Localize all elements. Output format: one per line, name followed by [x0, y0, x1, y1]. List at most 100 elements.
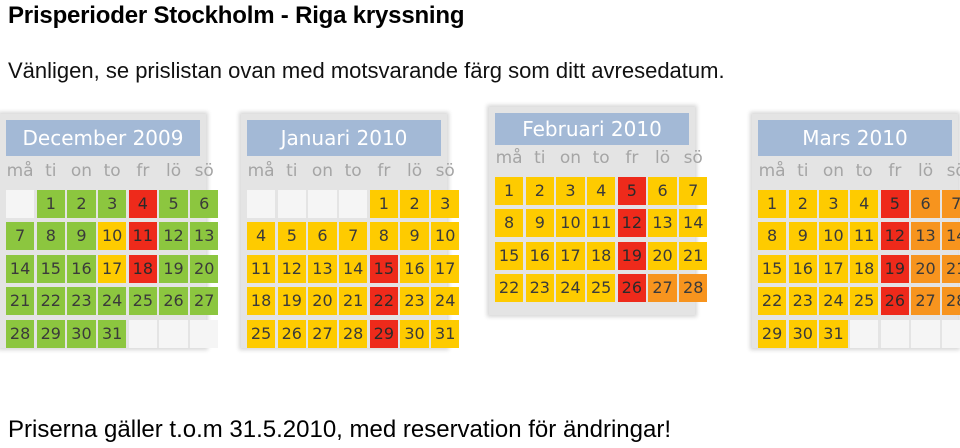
day-cell: 22	[495, 274, 524, 303]
day-cell: 18	[128, 254, 157, 283]
day-cell: 1	[758, 189, 787, 218]
weekday-label: ti	[286, 161, 298, 181]
day-cell: 9	[400, 222, 429, 251]
day-cell: 13	[190, 222, 219, 251]
day-cell: 27	[190, 287, 219, 316]
day-cell: 21	[942, 254, 960, 283]
day-cell: 30	[67, 319, 96, 348]
day-cell: 6	[190, 189, 219, 218]
day-cell: 29	[369, 319, 398, 348]
calendar-februari-2010: Februari 2010 må ti on to fr lö sö 1 2 3 4 5 6 7 8 9 10 1…	[489, 107, 708, 315]
day-cell: 27	[648, 274, 677, 303]
day-cell: 11	[247, 254, 276, 283]
day-cell: 21	[6, 287, 35, 316]
day-cell: 17	[98, 254, 127, 283]
day-cell: 7	[942, 189, 960, 218]
day-cell: 5	[617, 176, 646, 205]
day-cell: 2	[67, 189, 96, 218]
day-cell: 25	[247, 319, 276, 348]
weekday-label: lö	[165, 161, 182, 181]
day-cell: 29	[36, 319, 65, 348]
weekday-label: fr	[377, 161, 391, 181]
day-cell: 19	[159, 254, 188, 283]
day-cell: 28	[6, 319, 35, 348]
day-cell: 22	[758, 287, 787, 316]
day-cell: 16	[67, 254, 96, 283]
page-title: Prisperioder Stockholm - Riga kryssning	[8, 2, 465, 29]
day-cell: 23	[400, 287, 429, 316]
day-cell: 8	[758, 222, 787, 251]
day-cell: 30	[788, 319, 817, 348]
day-cell: 16	[400, 254, 429, 283]
day-cell: 19	[617, 241, 646, 270]
day-cell: 10	[98, 222, 127, 251]
calendar-grid: måtiontofrlösö12345678910111213141516171…	[758, 158, 960, 348]
calendar-title: Januari 2010	[247, 120, 441, 156]
day-cell: 11	[850, 222, 879, 251]
empty-day-cell	[942, 319, 960, 348]
day-cell: 16	[525, 241, 554, 270]
day-cell: 14	[942, 222, 960, 251]
day-cell: 24	[556, 274, 585, 303]
weekday-label: fr	[625, 148, 639, 168]
day-cell: 6	[648, 176, 677, 205]
day-cell: 24	[98, 287, 127, 316]
day-cell: 10	[431, 222, 460, 251]
empty-day-cell	[190, 319, 219, 348]
day-cell: 15	[495, 241, 524, 270]
day-cell: 24	[819, 287, 848, 316]
day-cell: 7	[339, 222, 368, 251]
day-cell: 7	[679, 176, 708, 205]
day-cell: 7	[6, 222, 35, 251]
day-cell: 12	[880, 222, 909, 251]
day-cell: 14	[679, 209, 708, 238]
page-subtitle: Vänligen, se prislistan ovan med motsvar…	[8, 58, 725, 83]
empty-day-cell	[911, 319, 940, 348]
weekday-label: må	[247, 161, 275, 181]
day-cell: 3	[431, 189, 460, 218]
day-cell: 6	[308, 222, 337, 251]
day-cell: 31	[431, 319, 460, 348]
day-cell: 3	[98, 189, 127, 218]
calendar-title: December 2009	[6, 120, 200, 156]
day-cell: 29	[758, 319, 787, 348]
weekday-label: må	[6, 161, 34, 181]
day-cell: 21	[679, 241, 708, 270]
day-cell: 4	[247, 222, 276, 251]
day-cell: 28	[942, 287, 960, 316]
weekday-label: ti	[797, 161, 809, 181]
weekday-label: to	[855, 161, 873, 181]
day-cell: 11	[587, 209, 616, 238]
day-cell: 17	[819, 254, 848, 283]
weekday-label: ti	[534, 148, 546, 168]
day-cell: 20	[308, 287, 337, 316]
day-cell: 12	[277, 254, 306, 283]
day-cell: 5	[277, 222, 306, 251]
day-cell: 17	[431, 254, 460, 283]
day-cell: 28	[339, 319, 368, 348]
day-cell: 17	[556, 241, 585, 270]
day-cell: 5	[880, 189, 909, 218]
day-cell: 18	[247, 287, 276, 316]
calendar-title: Februari 2010	[495, 113, 689, 145]
day-cell: 24	[431, 287, 460, 316]
day-cell: 27	[911, 287, 940, 316]
day-cell: 13	[308, 254, 337, 283]
price-validity-note: Priserna gäller t.o.m 31.5.2010, med res…	[8, 416, 672, 443]
weekday-label: sö	[435, 161, 455, 181]
day-cell: 2	[525, 176, 554, 205]
weekday-label: on	[559, 148, 582, 168]
day-cell: 5	[159, 189, 188, 218]
day-cell: 20	[190, 254, 219, 283]
day-cell: 23	[788, 287, 817, 316]
calendar-mars-2010: Mars 2010 måtiontofrlösö1234567891011121…	[752, 114, 960, 348]
day-cell: 8	[369, 222, 398, 251]
day-cell: 23	[67, 287, 96, 316]
weekday-label: lö	[917, 161, 934, 181]
day-cell: 22	[369, 287, 398, 316]
day-cell: 13	[911, 222, 940, 251]
day-cell: 14	[6, 254, 35, 283]
